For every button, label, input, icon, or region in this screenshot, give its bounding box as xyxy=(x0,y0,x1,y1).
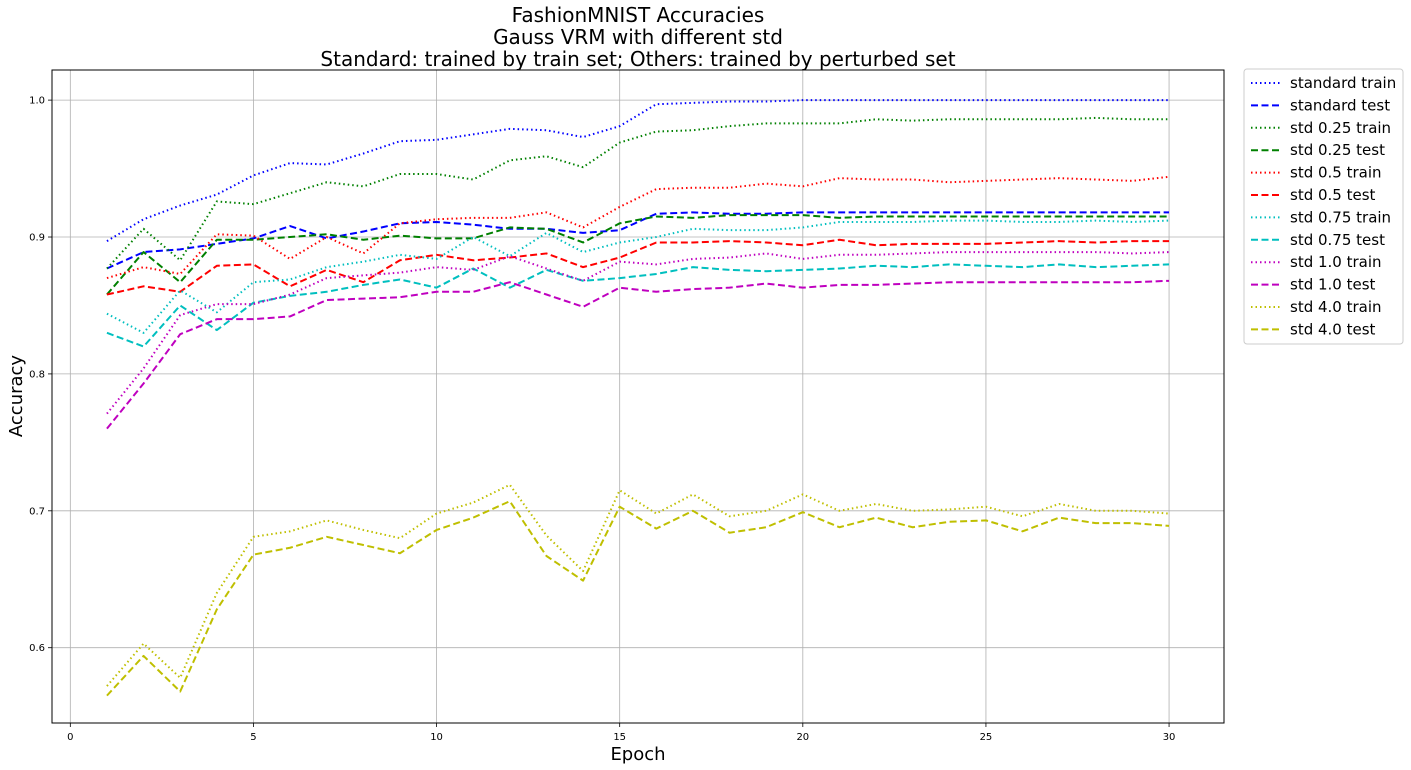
series-line-standard-test xyxy=(106,211,1170,270)
series-line-std-1-0-test xyxy=(106,279,1170,430)
series-line-standard-train xyxy=(106,99,1170,242)
legend-label-standard-train: standard train xyxy=(1290,74,1396,92)
series-line-std-4-0-test xyxy=(106,500,1170,697)
legend-frame xyxy=(1243,68,1404,345)
legend-label-std-0-5-train: std 0.5 train xyxy=(1290,164,1382,182)
series-line-std-0-5-test xyxy=(106,238,1170,296)
series-line-std-1-0-train xyxy=(106,251,1170,415)
x-tick-label: 5 xyxy=(250,732,256,743)
y-axis-ticks: 0.6 0.7 0.8 0.9 1.0 xyxy=(29,96,52,654)
y-tick-label: 0.8 xyxy=(29,369,45,380)
x-tick-label: 25 xyxy=(980,732,993,743)
y-tick-label: 0.7 xyxy=(29,506,45,517)
legend-label-std-0-25-test: std 0.25 test xyxy=(1290,141,1385,159)
x-axis-label: Epoch xyxy=(610,744,665,765)
chart-title-line-2: Gauss VRM with different std xyxy=(493,25,783,49)
chart-legend: standard train standard test std 0.25 trai… xyxy=(1243,68,1404,345)
legend-label-std-0-5-test: std 0.5 test xyxy=(1290,186,1376,204)
x-tick-label: 15 xyxy=(613,732,626,743)
x-tick-label: 20 xyxy=(796,732,809,743)
x-tick-label: 30 xyxy=(1163,732,1176,743)
y-tick-label: 0.9 xyxy=(29,233,45,244)
plot-series xyxy=(106,99,1170,697)
x-tick-label: 0 xyxy=(67,732,73,743)
y-tick-label: 1.0 xyxy=(29,96,45,107)
x-tick-label: 10 xyxy=(430,732,443,743)
legend-label-std-0-75-train: std 0.75 train xyxy=(1290,208,1391,226)
series-line-std-0-5-train xyxy=(106,175,1170,280)
legend-label-std-1-0-test: std 1.0 test xyxy=(1290,276,1376,294)
series-line-std-0-75-test xyxy=(106,263,1170,348)
series-line-std-0-75-train xyxy=(106,219,1170,334)
grid-lines xyxy=(52,70,1224,723)
legend-label-std-0-25-train: std 0.25 train xyxy=(1290,119,1391,137)
x-axis-ticks: 0 5 10 15 20 25 30 xyxy=(67,723,1175,743)
legend-label-std-4-0-test: std 4.0 test xyxy=(1290,320,1376,338)
chart-title-line-3: Standard: trained by train set; Others: … xyxy=(320,47,955,71)
y-tick-label: 0.6 xyxy=(29,643,45,654)
legend-label-std-1-0-train: std 1.0 train xyxy=(1290,253,1382,271)
series-line-std-0-25-test xyxy=(106,214,1170,296)
chart-title-line-1: FashionMNIST Accuracies xyxy=(512,3,765,27)
legend-label-std-0-75-test: std 0.75 test xyxy=(1290,231,1385,249)
legend-label-std-4-0-train: std 4.0 train xyxy=(1290,298,1382,316)
plot-area-frame xyxy=(51,69,1225,724)
legend-label-standard-test: standard test xyxy=(1290,96,1390,114)
y-axis-label: Accuracy xyxy=(6,355,27,438)
